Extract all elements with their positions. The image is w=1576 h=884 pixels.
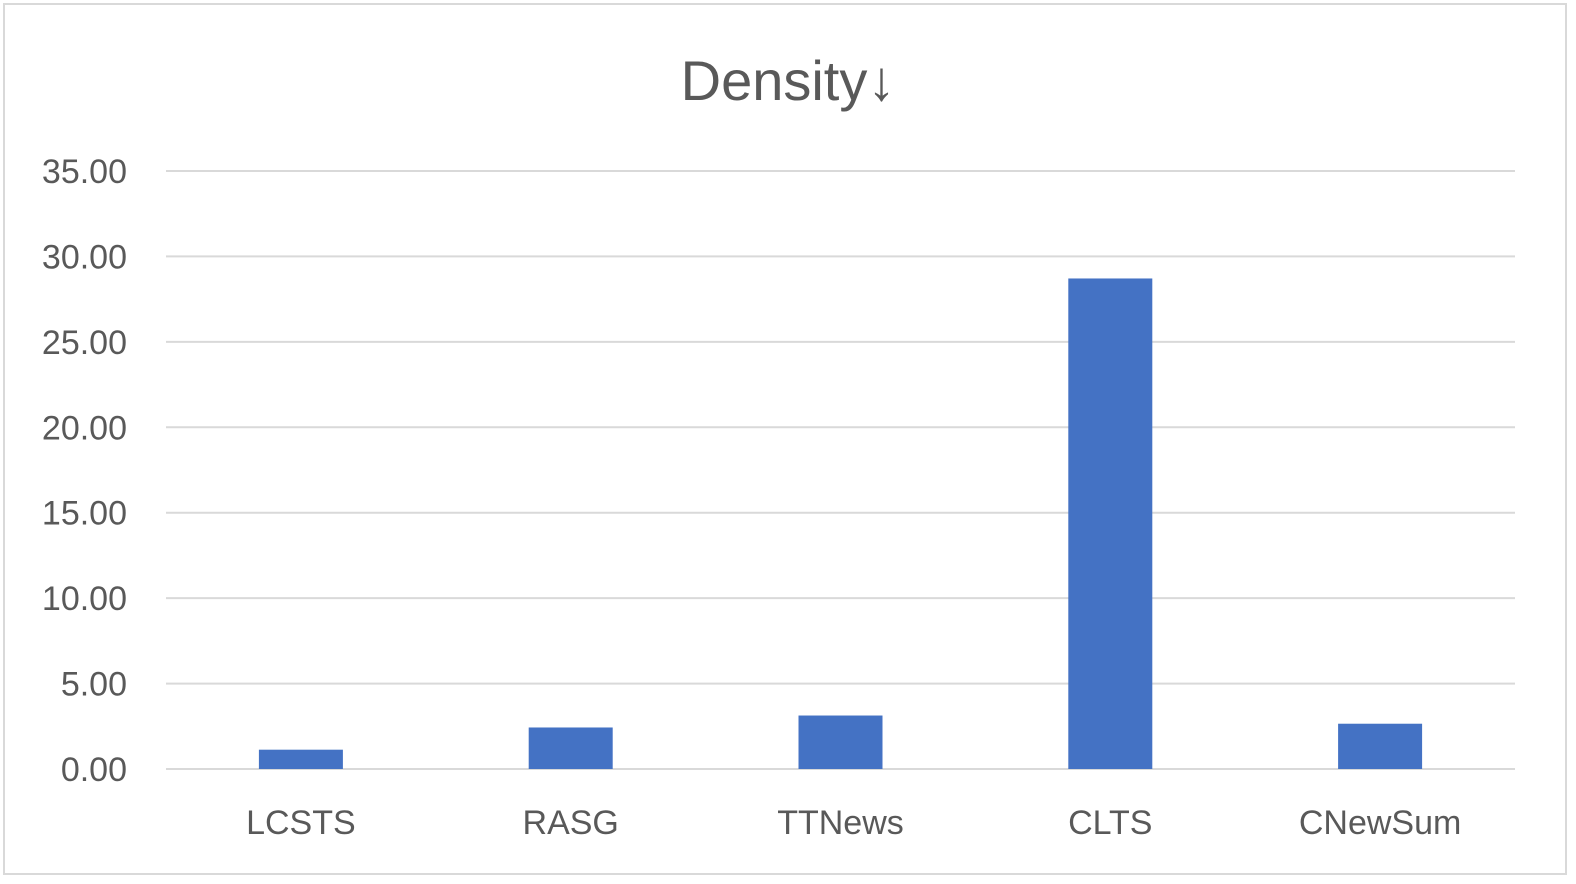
- y-tick-label: 20.00: [42, 409, 127, 447]
- y-tick-label: 10.00: [42, 580, 127, 618]
- x-category-label: CLTS: [1068, 804, 1152, 842]
- y-axis-ticks: 0.00 5.00 10.00 15.00 20.00 25.00 30.00 35.00: [42, 153, 127, 789]
- x-category-label: CNewSum: [1299, 804, 1461, 842]
- bar-clts: [1068, 278, 1153, 769]
- x-category-label: TTNews: [777, 804, 904, 842]
- y-tick-label: 15.00: [42, 495, 127, 533]
- x-axis-categories: LCSTS RASG TTNews CLTS CNewSum: [246, 804, 1461, 842]
- y-tick-label: 35.00: [42, 153, 127, 191]
- bar-ttnews: [798, 715, 883, 769]
- bar-cnewsum: [1338, 723, 1423, 769]
- x-category-label: RASG: [523, 804, 619, 842]
- bars: [258, 278, 1423, 769]
- y-tick-label: 5.00: [61, 666, 127, 704]
- chart-frame: [3, 3, 1567, 875]
- x-category-label: LCSTS: [246, 804, 356, 842]
- bar-lcsts: [258, 749, 343, 769]
- bar-rasg: [528, 727, 613, 769]
- y-tick-label: 25.00: [42, 324, 127, 362]
- chart-title: Density↓: [681, 49, 896, 112]
- y-tick-label: 30.00: [42, 238, 127, 276]
- y-tick-label: 0.00: [61, 751, 127, 789]
- gridlines: [166, 170, 1515, 770]
